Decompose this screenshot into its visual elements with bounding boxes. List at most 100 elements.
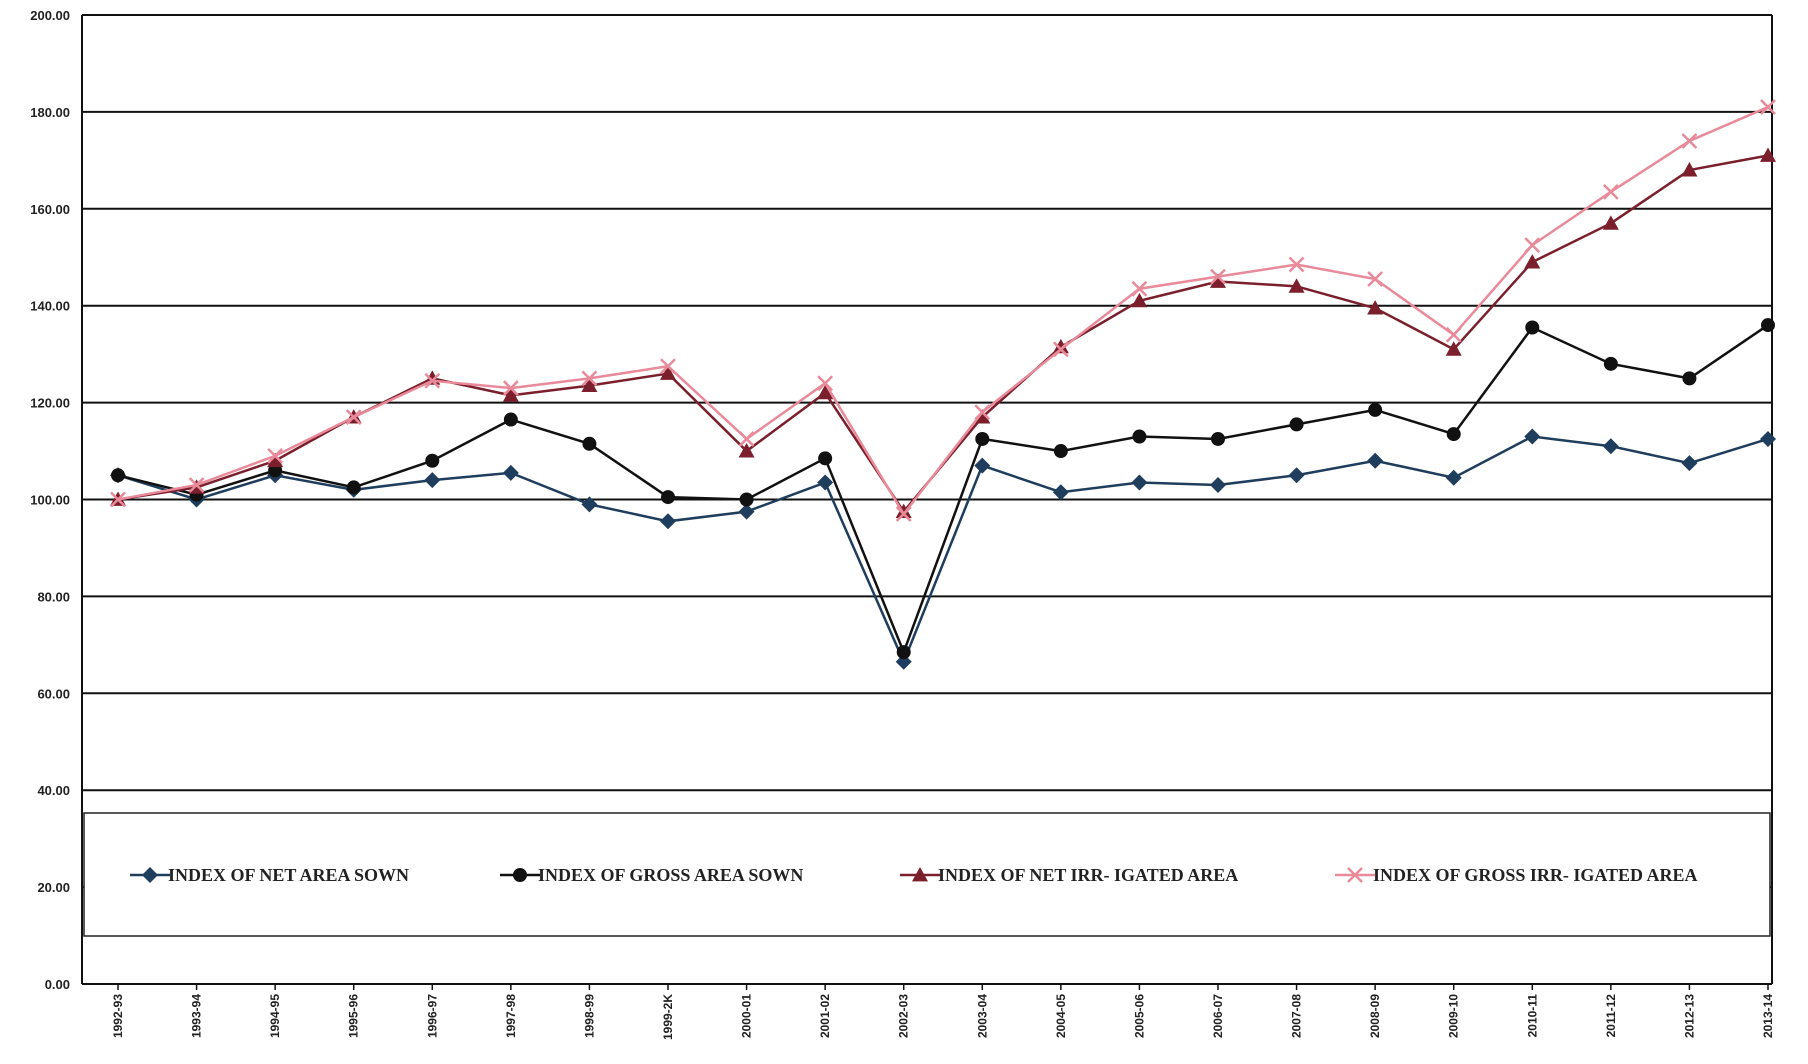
series-4 (110, 99, 1776, 522)
data-point-diamond (1524, 428, 1541, 445)
data-point-x-stroke (738, 431, 755, 447)
data-point-x (1347, 867, 1363, 883)
series-1 (110, 428, 1776, 670)
data-point-x (267, 448, 284, 464)
data-point-circle (425, 453, 440, 468)
data-point-triangle (1524, 254, 1541, 269)
data-point-circle (346, 480, 361, 495)
data-point-x (1052, 341, 1069, 358)
data-point-triangle (1445, 341, 1462, 356)
x-tick-label: 2013-14 (1761, 994, 1775, 1038)
data-point-triangle (502, 387, 519, 402)
data-point-diamond (817, 474, 834, 491)
data-point-triangle (1760, 147, 1776, 162)
x-tick-label: 2002-03 (897, 994, 911, 1038)
data-point-circle (513, 868, 527, 882)
data-point-x (895, 506, 912, 522)
data-point-x-stroke (502, 380, 519, 396)
y-tick-label: 180.00 (30, 105, 70, 120)
data-point-x (1445, 326, 1462, 343)
series-line (117, 105, 1769, 517)
data-point-diamond (738, 503, 755, 520)
data-point-x (1367, 271, 1384, 287)
data-point-x (1524, 237, 1541, 254)
legend-label: INDEX OF GROSS AREA SOWN (538, 865, 803, 885)
y-tick-label: 40.00 (37, 783, 70, 798)
data-point-diamond (1445, 469, 1462, 486)
data-point-diamond (142, 867, 158, 883)
data-point-diamond (424, 472, 441, 489)
x-tick-label: 2009-10 (1447, 994, 1461, 1038)
data-point-circle (503, 412, 518, 427)
data-point-diamond (1288, 467, 1305, 484)
data-point-x-stroke (1131, 280, 1148, 297)
data-point-x-stroke (1347, 867, 1363, 883)
x-tick-label: 2005-06 (1132, 994, 1146, 1038)
legend-entry: INDEX OF NET IRR- IGATED AREA (900, 865, 1238, 885)
data-point-diamond (581, 496, 598, 513)
legend-entry: INDEX OF GROSS IRR- IGATED AREA (1335, 865, 1698, 885)
data-point-x-stroke (1210, 268, 1226, 285)
y-tick-label: 0.00 (45, 977, 70, 992)
data-point-x (974, 404, 991, 421)
data-point-circle (1211, 431, 1225, 446)
y-tick-label: 80.00 (37, 589, 70, 604)
data-point-diamond (974, 457, 991, 474)
data-point-triangle (1602, 215, 1619, 230)
data-point-diamond (1681, 455, 1698, 472)
data-point-circle (1132, 429, 1147, 444)
y-tick-label: 100.00 (30, 493, 70, 508)
x-tick-label: 2007-08 (1290, 994, 1304, 1038)
x-tick-label: 1992-93 (111, 994, 125, 1038)
data-point-triangle (660, 365, 676, 380)
data-point-x (110, 491, 126, 508)
data-point-triangle (1367, 300, 1384, 315)
legend-entry: INDEX OF GROSS AREA SOWN (500, 865, 803, 885)
x-tick-label: 1993-94 (190, 994, 204, 1038)
data-point-diamond (1052, 484, 1069, 501)
data-point-triangle (1131, 292, 1148, 308)
data-point-x-stroke (1052, 341, 1069, 358)
y-tick-label: 20.00 (37, 880, 70, 895)
data-point-diamond (1602, 438, 1619, 455)
data-point-x-stroke (660, 358, 676, 375)
data-point-circle (818, 451, 833, 466)
y-tick-label: 160.00 (30, 202, 70, 217)
data-point-triangle (974, 409, 991, 424)
x-tick-label: 2004-05 (1054, 994, 1068, 1038)
series-line (117, 324, 1769, 656)
legend: INDEX OF NET AREA SOWN INDEX OF GROSS ARE… (83, 812, 1771, 937)
data-point-x-stroke (581, 370, 598, 387)
data-point-x (188, 477, 205, 493)
axes: 0.00 20.00 40.00 60.00 80.00 100.00 120.00 140.… (30, 8, 1775, 1040)
x-tick-label: 2010-11 (1525, 994, 1539, 1038)
data-point-x-stroke (1367, 271, 1384, 287)
legend-label: INDEX OF NET IRR- IGATED AREA (938, 865, 1238, 885)
x-tick-label: 2000-01 (740, 994, 754, 1038)
data-point-triangle (912, 867, 928, 882)
data-point-x-stroke (1681, 133, 1698, 149)
x-tick-label: 1994-95 (268, 994, 282, 1038)
data-point-diamond (502, 464, 519, 481)
data-point-diamond (1760, 430, 1776, 447)
data-point-x-stroke (974, 404, 991, 421)
data-point-x-stroke (1524, 237, 1541, 254)
data-point-x (1760, 99, 1776, 115)
data-point-x (1602, 183, 1619, 200)
x-tick-label: 1996-97 (425, 994, 439, 1038)
x-tick-label: 1999-2K (661, 994, 675, 1040)
data-point-x-stroke (1602, 183, 1619, 200)
data-point-circle (896, 645, 911, 660)
y-tick-label: 60.00 (37, 686, 70, 701)
x-tick-label: 1998-99 (582, 994, 596, 1038)
data-point-diamond (1210, 476, 1226, 493)
data-point-triangle (738, 443, 755, 458)
legend-label: INDEX OF GROSS IRR- IGATED AREA (1373, 865, 1698, 885)
x-tick-label: 2011-12 (1604, 994, 1618, 1038)
data-point-x (1131, 280, 1148, 297)
x-tick-label: 2003-04 (975, 994, 989, 1038)
data-point-circle (1446, 427, 1461, 442)
data-point-x-stroke (424, 372, 441, 389)
